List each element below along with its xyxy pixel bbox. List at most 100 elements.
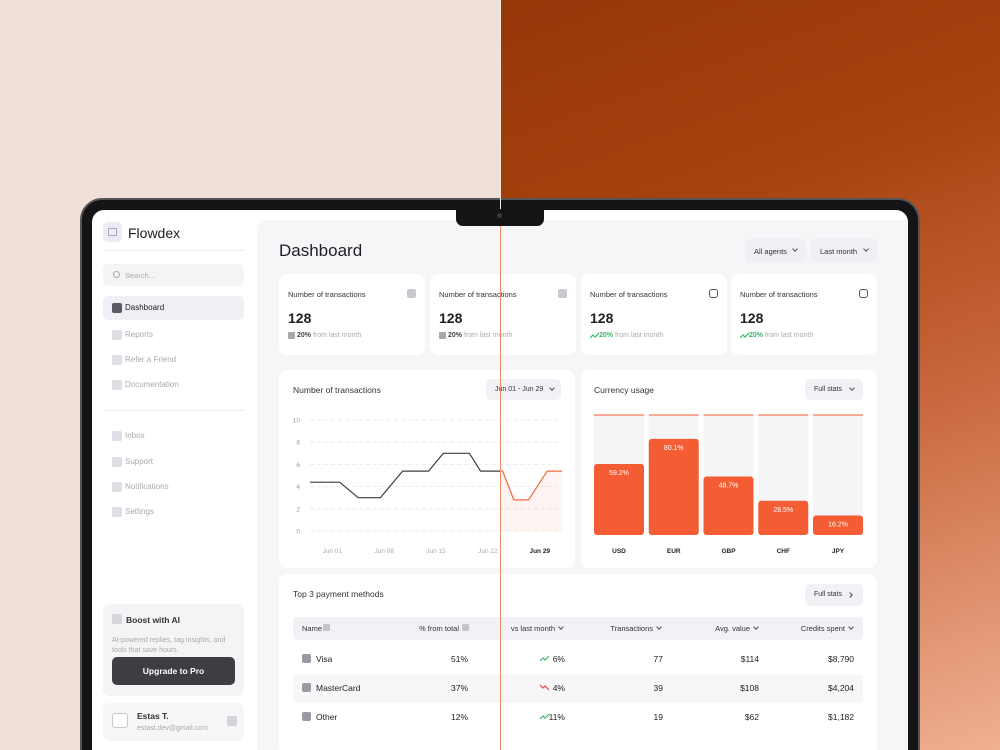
table-row-bg	[293, 674, 863, 703]
trend-up-icon	[740, 332, 749, 339]
filter-dropdown[interactable]	[811, 239, 877, 262]
nav-item[interactable]: Inbox	[125, 431, 145, 441]
split-line	[499, 210, 501, 750]
trend-up-icon	[540, 655, 549, 662]
nav-active-bg[interactable]	[103, 296, 244, 320]
table-cell: 77	[653, 653, 663, 664]
column-header[interactable]: Avg. value	[715, 623, 750, 633]
nav-item[interactable]: Notifications	[125, 482, 169, 492]
nav-icon	[112, 507, 122, 517]
brand-name: Flowdex	[128, 224, 181, 241]
split-line	[500, 0, 501, 210]
trend-down-icon	[540, 684, 549, 691]
full-stats-button[interactable]	[805, 584, 863, 606]
nav-item[interactable]: Dashboard	[125, 303, 165, 313]
table-cell: 39	[653, 682, 663, 693]
stat-note: from last month	[765, 331, 814, 339]
table-cell: $4,204	[828, 682, 854, 693]
table-cell: 51%	[450, 653, 468, 664]
stat-icon	[407, 289, 416, 298]
stat-label: Number of transactions	[740, 289, 818, 299]
table-cell: 11%	[548, 711, 565, 722]
stat-card	[731, 274, 877, 355]
search-box[interactable]	[103, 264, 244, 286]
stat-label: Number of transactions	[590, 289, 668, 299]
row-icon	[302, 683, 311, 692]
date-range-dropdown[interactable]	[486, 379, 561, 400]
trend-up-icon	[540, 713, 549, 720]
table-cell: $1,182	[828, 711, 854, 722]
nav-icon	[112, 380, 122, 390]
chart-title: Currency usage	[594, 384, 655, 395]
table-cell: 6%	[552, 653, 565, 664]
chart-title: Number of transactions	[293, 384, 381, 395]
date-range-label: Jun 01 - Jun 29	[495, 385, 544, 393]
row-name: MasterCard	[316, 682, 361, 693]
table-cell: $62	[744, 711, 759, 722]
stat-value: 128	[439, 309, 463, 326]
nav-icon	[112, 355, 122, 365]
stat-value: 128	[288, 309, 312, 326]
full-stats-label: Full stats	[814, 385, 843, 393]
nav-item[interactable]: Documentation	[125, 380, 179, 390]
table-cell: 19	[653, 711, 663, 722]
stat-card	[279, 274, 425, 355]
stat-label: Number of transactions	[288, 289, 366, 299]
nav-icon	[112, 303, 122, 313]
full-stats-button[interactable]	[805, 379, 863, 400]
sort-icon	[462, 624, 469, 631]
stat-icon	[709, 289, 718, 298]
nav-icon	[112, 457, 122, 467]
filter-dropdown[interactable]	[745, 239, 806, 262]
row-icon	[302, 654, 311, 663]
stat-value: 128	[590, 309, 614, 326]
nav-item[interactable]: Support	[125, 457, 154, 467]
nav-item[interactable]: Reports	[125, 330, 154, 340]
stat-change: 20%	[297, 331, 312, 339]
table-cell: $8,790	[828, 653, 854, 664]
filter-label: All agents	[754, 246, 787, 256]
stat-change-icon	[439, 332, 446, 339]
stat-card	[581, 274, 727, 355]
promo-title: Boost with AI	[126, 614, 180, 625]
nav-icon	[112, 330, 122, 340]
upgrade-button[interactable]	[112, 657, 235, 685]
table-cell: 4%	[552, 682, 565, 693]
search-placeholder: Search...	[125, 270, 156, 280]
column-header[interactable]: vs last month	[510, 623, 555, 633]
divider	[103, 250, 244, 251]
stat-label: Number of transactions	[439, 289, 517, 299]
full-stats-label: Full stats	[814, 590, 843, 598]
search-icon	[113, 271, 120, 278]
row-name: Other	[316, 711, 338, 722]
column-header[interactable]: Transactions	[610, 623, 653, 633]
camera	[497, 213, 502, 218]
stat-change: 20%	[599, 331, 614, 339]
stat-card	[430, 274, 576, 355]
filter-label: Last month	[820, 246, 858, 256]
column-header[interactable]: Name	[302, 623, 323, 633]
stat-change-icon	[288, 332, 295, 339]
table-cell: 37%	[450, 682, 468, 693]
stat-note: from last month	[615, 331, 664, 339]
nav-item[interactable]: Settings	[125, 507, 154, 517]
stat-value: 128	[740, 309, 764, 326]
user-avatar	[112, 713, 128, 728]
stat-icon	[859, 289, 868, 298]
stat-note: from last month	[464, 331, 513, 339]
sort-icon	[323, 624, 330, 631]
divider	[103, 410, 244, 411]
logo-glyph	[108, 228, 117, 236]
column-header[interactable]: Credits spent	[800, 623, 845, 633]
user-email: estast.dev@gmail.com	[137, 724, 208, 732]
nav-item[interactable]: Refer a Friend	[125, 355, 177, 365]
column-header[interactable]: % from total	[418, 623, 459, 633]
user-name: Estas T.	[137, 710, 169, 721]
table-cell: $114	[740, 653, 759, 664]
user-menu-icon[interactable]	[227, 716, 237, 726]
table-cell: $108	[740, 682, 759, 693]
stat-icon	[558, 289, 567, 298]
stat-change: 20%	[749, 331, 764, 339]
table-title: Top 3 payment methods	[293, 588, 384, 599]
